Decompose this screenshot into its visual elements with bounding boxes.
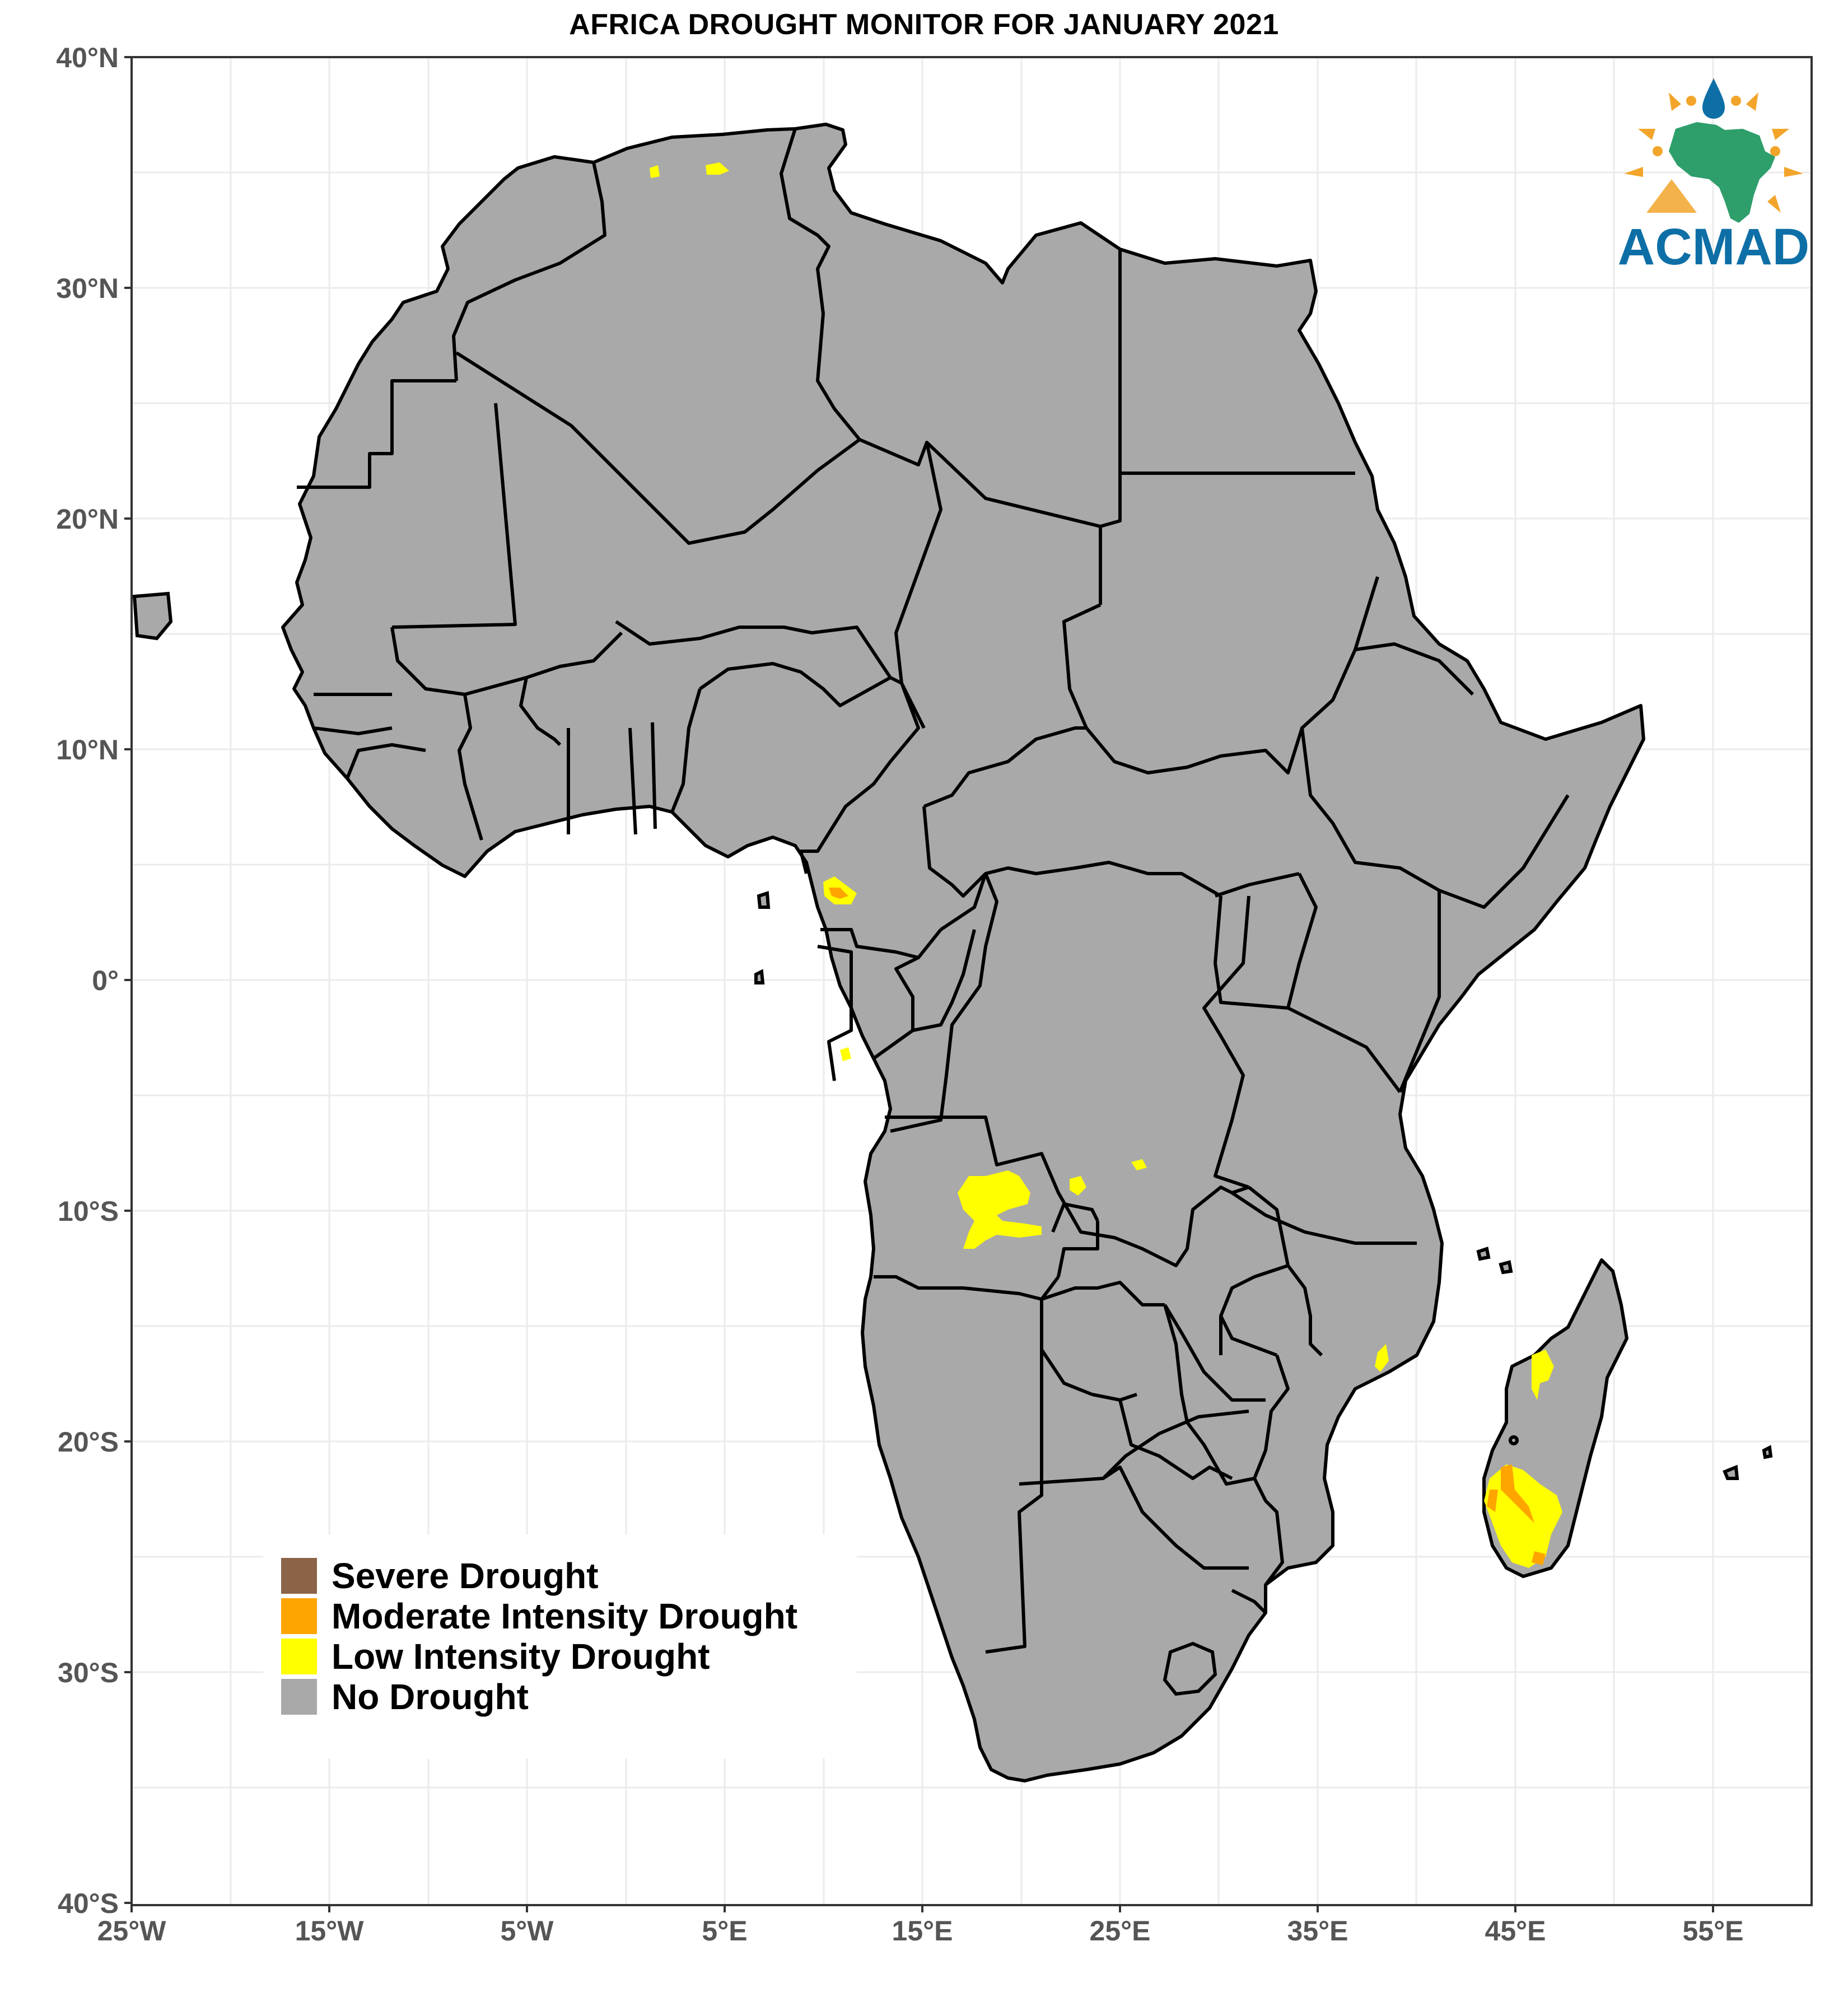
sun-wedge-icon <box>1646 179 1697 213</box>
legend-label: Moderate Intensity Drought <box>332 1596 798 1636</box>
legend-swatch <box>281 1679 317 1715</box>
x-tick-label: 15°W <box>295 1915 365 1947</box>
legend: Severe Drought Moderate Intensity Drough… <box>263 1534 857 1758</box>
x-axis-labels: 25°W 15°W 5°W 5°E 15°E 25°E 35°E 45°E 55… <box>97 1915 1744 1947</box>
x-tick-label: 15°E <box>892 1915 953 1947</box>
y-tick-label: 0° <box>92 965 119 996</box>
africa-silhouette-icon <box>1669 122 1775 223</box>
legend-label: Severe Drought <box>332 1556 599 1596</box>
y-tick-label: 20°N <box>56 503 119 535</box>
legend-label: Low Intensity Drought <box>332 1636 710 1677</box>
legend-swatch <box>281 1639 317 1674</box>
x-tick-label: 25°W <box>97 1915 167 1947</box>
moderate-drought-areas <box>829 888 1546 1565</box>
x-tick-label: 55°E <box>1683 1915 1744 1947</box>
x-tick-label: 25°E <box>1090 1915 1151 1947</box>
legend-item-none: No Drought <box>281 1677 529 1717</box>
africa-landmass <box>281 123 1645 1782</box>
map-title: AFRICA DROUGHT MONITOR FOR JANUARY 2021 <box>569 8 1279 41</box>
y-tick-label: 10°S <box>58 1196 119 1227</box>
y-tick-label: 30°S <box>58 1657 119 1688</box>
x-tick-label: 35°E <box>1287 1915 1348 1947</box>
lesotho <box>1163 1641 1217 1696</box>
x-tick-label: 5°W <box>501 1915 554 1947</box>
legend-swatch <box>281 1598 317 1634</box>
logo-text: ACMAD <box>1618 218 1809 274</box>
legend-label: No Drought <box>332 1677 529 1717</box>
y-tick-label: 20°S <box>58 1426 119 1458</box>
legend-item-low: Low Intensity Drought <box>281 1636 710 1677</box>
y-tick-label: 40°N <box>56 42 119 73</box>
legend-item-moderate: Moderate Intensity Drought <box>281 1596 798 1636</box>
y-tick-label: 30°N <box>56 273 119 304</box>
x-tick-label: 45°E <box>1485 1915 1546 1947</box>
x-tick-label: 5°E <box>702 1915 747 1947</box>
legend-item-severe: Severe Drought <box>281 1556 599 1596</box>
y-tick-label: 10°N <box>56 734 119 766</box>
islands <box>132 591 1773 1480</box>
y-axis-labels: 40°N 30°N 20°N 10°N 0° 10°S 20°S 30°S 40… <box>56 42 119 1919</box>
water-drop-icon <box>1702 78 1725 119</box>
legend-swatch <box>281 1558 317 1594</box>
acmad-logo: ACMAD <box>1613 67 1814 276</box>
country-borders <box>297 128 1570 1654</box>
axis-ticks <box>124 56 1714 1912</box>
y-tick-label: 40°S <box>58 1888 119 1919</box>
